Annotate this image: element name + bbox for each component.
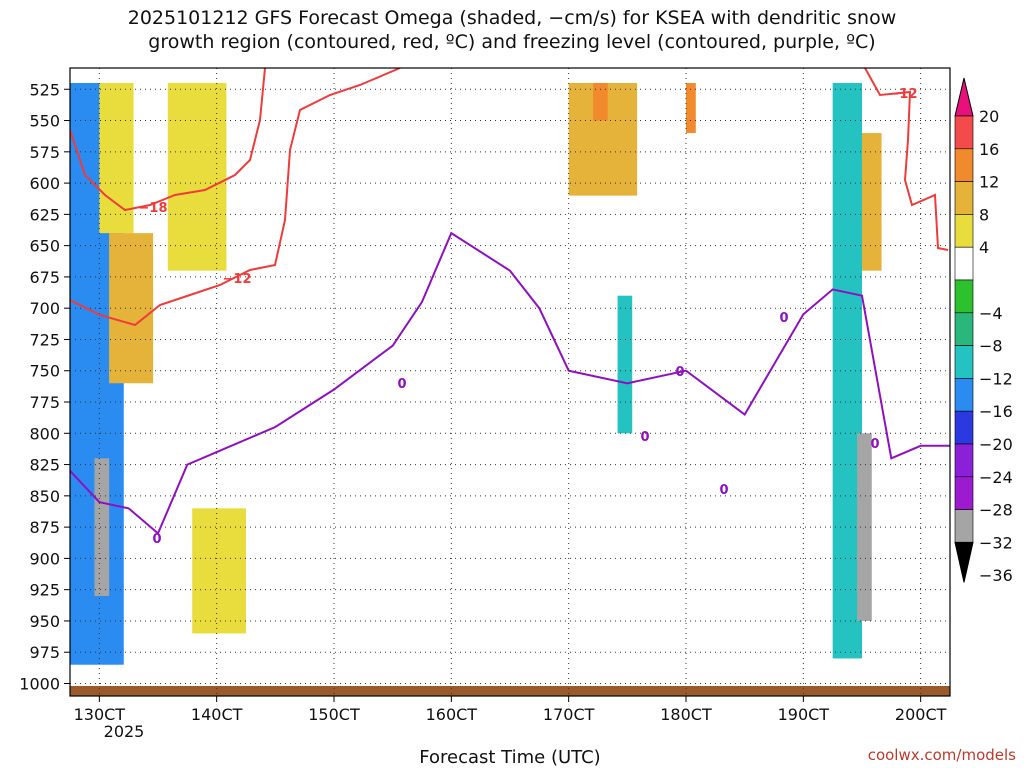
colorbar-tick-label-10: −24 <box>979 468 1013 487</box>
omega-shading-layer <box>70 83 950 696</box>
x-tick-label-0: 130CT <box>74 705 126 724</box>
y-tick-label-6: 675 <box>29 268 60 287</box>
freezing-level-label-2: 0 <box>675 365 684 380</box>
colorbar-tick-label-5: −4 <box>979 304 1003 323</box>
y-tick-label-4: 625 <box>29 205 60 224</box>
y-tick-label-12: 825 <box>29 456 60 475</box>
y-tick-label-17: 950 <box>29 612 60 631</box>
y-tick-label-3: 600 <box>29 174 60 193</box>
y-tick-label-8: 725 <box>29 330 60 349</box>
x-tick-label-1: 140CT <box>191 705 243 724</box>
freezing-level-label-6: 0 <box>779 311 788 326</box>
x-year-label: 2025 <box>104 722 145 741</box>
x-tick-label-3: 160CT <box>426 705 478 724</box>
dgz-contour-2 <box>864 68 949 251</box>
dgz-contour-label-0: −18 <box>139 201 168 216</box>
colorbar-swatch-1 <box>954 115 974 150</box>
y-tick-label-0: 525 <box>29 80 60 99</box>
colorbar-tick-label-13: −36 <box>979 566 1013 585</box>
colorbar-swatch-4 <box>954 214 974 248</box>
colorbar-tick-label-6: −8 <box>979 337 1003 356</box>
omega-region-9 <box>686 83 696 134</box>
chart-title-line-1: 2025101212 GFS Forecast Omega (shaded, −… <box>127 7 897 29</box>
colorbar-tick-label-2: 12 <box>979 173 999 192</box>
colorbar-swatch-5 <box>954 246 974 281</box>
colorbar-swatch-7 <box>954 312 974 346</box>
y-tick-label-10: 775 <box>29 393 60 412</box>
omega-region-7 <box>593 83 608 121</box>
x-axis-label: Forecast Time (UTC) <box>419 747 601 768</box>
colorbar-swatch-9 <box>954 378 974 412</box>
omega-region-5 <box>192 508 246 634</box>
colorbar-swatch-2 <box>954 148 974 182</box>
colorbar-tick-label-3: 8 <box>979 205 989 224</box>
omega-region-4 <box>167 83 227 271</box>
x-tick-label-2: 150CT <box>308 705 360 724</box>
surface-terrain <box>70 685 950 696</box>
dgz-contour-0 <box>70 68 266 212</box>
omega-region-8 <box>617 295 633 434</box>
y-tick-label-5: 650 <box>29 237 60 256</box>
y-tick-label-7: 700 <box>29 299 60 318</box>
colorbar: 20 16 12 8 4 −4 −8 −12 −16 −20 −24 −28 −32 −36 <box>954 77 1013 585</box>
colorbar-swatch-10 <box>954 410 974 445</box>
x-axis: 130CT 140CT 150CT 160CT 170CT 180CT 190CT 200CT <box>74 696 947 724</box>
dgz-contour-label-1: −12 <box>223 272 252 287</box>
y-tick-label-16: 925 <box>29 581 60 600</box>
omega-region-12 <box>862 133 882 271</box>
contour-layer <box>70 68 950 536</box>
watermark: coolwx.com/models <box>867 746 1016 764</box>
x-tick-label-6: 190CT <box>778 705 830 724</box>
colorbar-swatch-11 <box>954 443 974 478</box>
colorbar-swatch-3 <box>954 181 974 215</box>
y-tick-label-13: 850 <box>29 487 60 506</box>
x-tick-label-5: 180CT <box>660 705 712 724</box>
colorbar-tick-label-1: 16 <box>979 140 999 159</box>
freezing-level-label-1: 0 <box>397 377 406 392</box>
y-tick-label-9: 750 <box>29 362 60 381</box>
y-tick-label-15: 900 <box>29 549 60 568</box>
freezing-level-label-0: 0 <box>152 532 161 547</box>
y-tick-label-19: 1000 <box>19 674 60 693</box>
colorbar-tick-label-12: −32 <box>979 533 1013 552</box>
x-tick-label-7: 200CT <box>895 705 947 724</box>
y-tick-label-18: 975 <box>29 643 60 662</box>
dgz-contour-label-2: −12 <box>889 87 918 102</box>
colorbar-bottom-arrow <box>954 541 974 583</box>
x-tick-label-4: 170CT <box>543 705 595 724</box>
colorbar-tick-label-9: −20 <box>979 435 1013 454</box>
y-tick-label-1: 550 <box>29 112 60 131</box>
y-tick-label-14: 875 <box>29 518 60 537</box>
freezing-level-label-5: 0 <box>870 437 879 452</box>
freezing-level-label-3: 0 <box>640 430 649 445</box>
y-axis: 525 550 575 600 625 650 675 700 725 750 775 800 825 8… <box>19 80 70 693</box>
dgz-contour-1 <box>70 68 401 327</box>
colorbar-swatch-6 <box>954 279 974 314</box>
chart-title-line-2: growth region (contoured, red, ºC) and f… <box>148 31 876 53</box>
colorbar-tick-label-4: 4 <box>979 238 989 257</box>
grid-layer <box>70 68 950 696</box>
colorbar-top-arrow <box>954 77 974 117</box>
colorbar-swatch-8 <box>954 345 974 379</box>
colorbar-tick-label-7: −12 <box>979 369 1013 388</box>
colorbar-swatch-12 <box>954 476 974 510</box>
colorbar-tick-label-8: −16 <box>979 402 1013 421</box>
freezing-level-label-4: 0 <box>719 483 728 498</box>
y-tick-label-11: 800 <box>29 424 60 443</box>
freezing-level-contour <box>70 231 950 536</box>
y-tick-label-2: 575 <box>29 143 60 162</box>
omega-region-1 <box>94 458 110 596</box>
plot-frame <box>69 67 951 697</box>
contour-labels: −18 −12 −12 0 0 0 0 0 0 0 <box>139 87 918 547</box>
colorbar-tick-label-0: 20 <box>979 107 999 126</box>
omega-region-11 <box>857 433 872 621</box>
colorbar-swatch-13 <box>954 509 974 543</box>
omega-region-2 <box>99 83 134 234</box>
colorbar-tick-label-11: −28 <box>979 501 1013 520</box>
